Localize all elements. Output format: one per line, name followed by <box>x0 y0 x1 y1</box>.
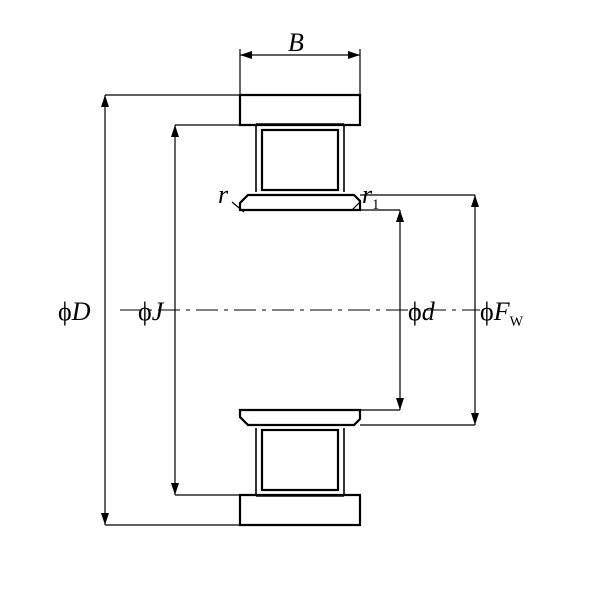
label-phi-D: ϕD <box>58 297 90 327</box>
label-phi-d: ϕd <box>408 297 435 327</box>
label-phi-J: ϕJ <box>138 297 163 327</box>
label-r1: r1 <box>362 180 379 214</box>
label-r: r <box>218 180 228 210</box>
label-B: B <box>288 28 304 58</box>
label-phi-Fw: ϕFW <box>480 297 523 331</box>
diagram-stage: BϕD ϕJ ϕd ϕFW r r1 <box>0 0 600 600</box>
